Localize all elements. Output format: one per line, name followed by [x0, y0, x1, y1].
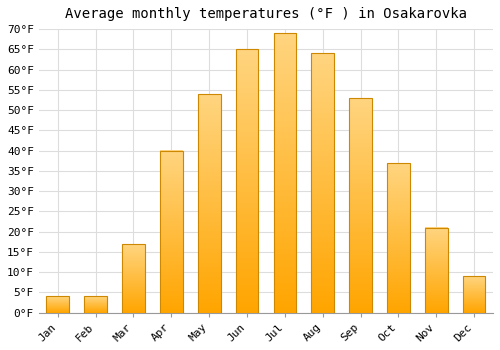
Bar: [198, 94, 220, 313]
Bar: [312, 53, 334, 313]
Bar: [236, 49, 258, 313]
Bar: [274, 33, 296, 313]
Title: Average monthly temperatures (°F ) in Osakarovka: Average monthly temperatures (°F ) in Os…: [65, 7, 467, 21]
Bar: [160, 150, 182, 313]
Bar: [122, 244, 145, 313]
Bar: [46, 296, 69, 313]
Bar: [425, 228, 448, 313]
Bar: [425, 228, 448, 313]
Bar: [84, 296, 107, 313]
Bar: [122, 244, 145, 313]
Bar: [387, 163, 410, 313]
Bar: [463, 276, 485, 313]
Bar: [274, 33, 296, 313]
Bar: [312, 53, 334, 313]
Bar: [349, 98, 372, 313]
Bar: [349, 98, 372, 313]
Bar: [463, 276, 485, 313]
Bar: [236, 49, 258, 313]
Bar: [84, 296, 107, 313]
Bar: [160, 150, 182, 313]
Bar: [46, 296, 69, 313]
Bar: [387, 163, 410, 313]
Bar: [198, 94, 220, 313]
